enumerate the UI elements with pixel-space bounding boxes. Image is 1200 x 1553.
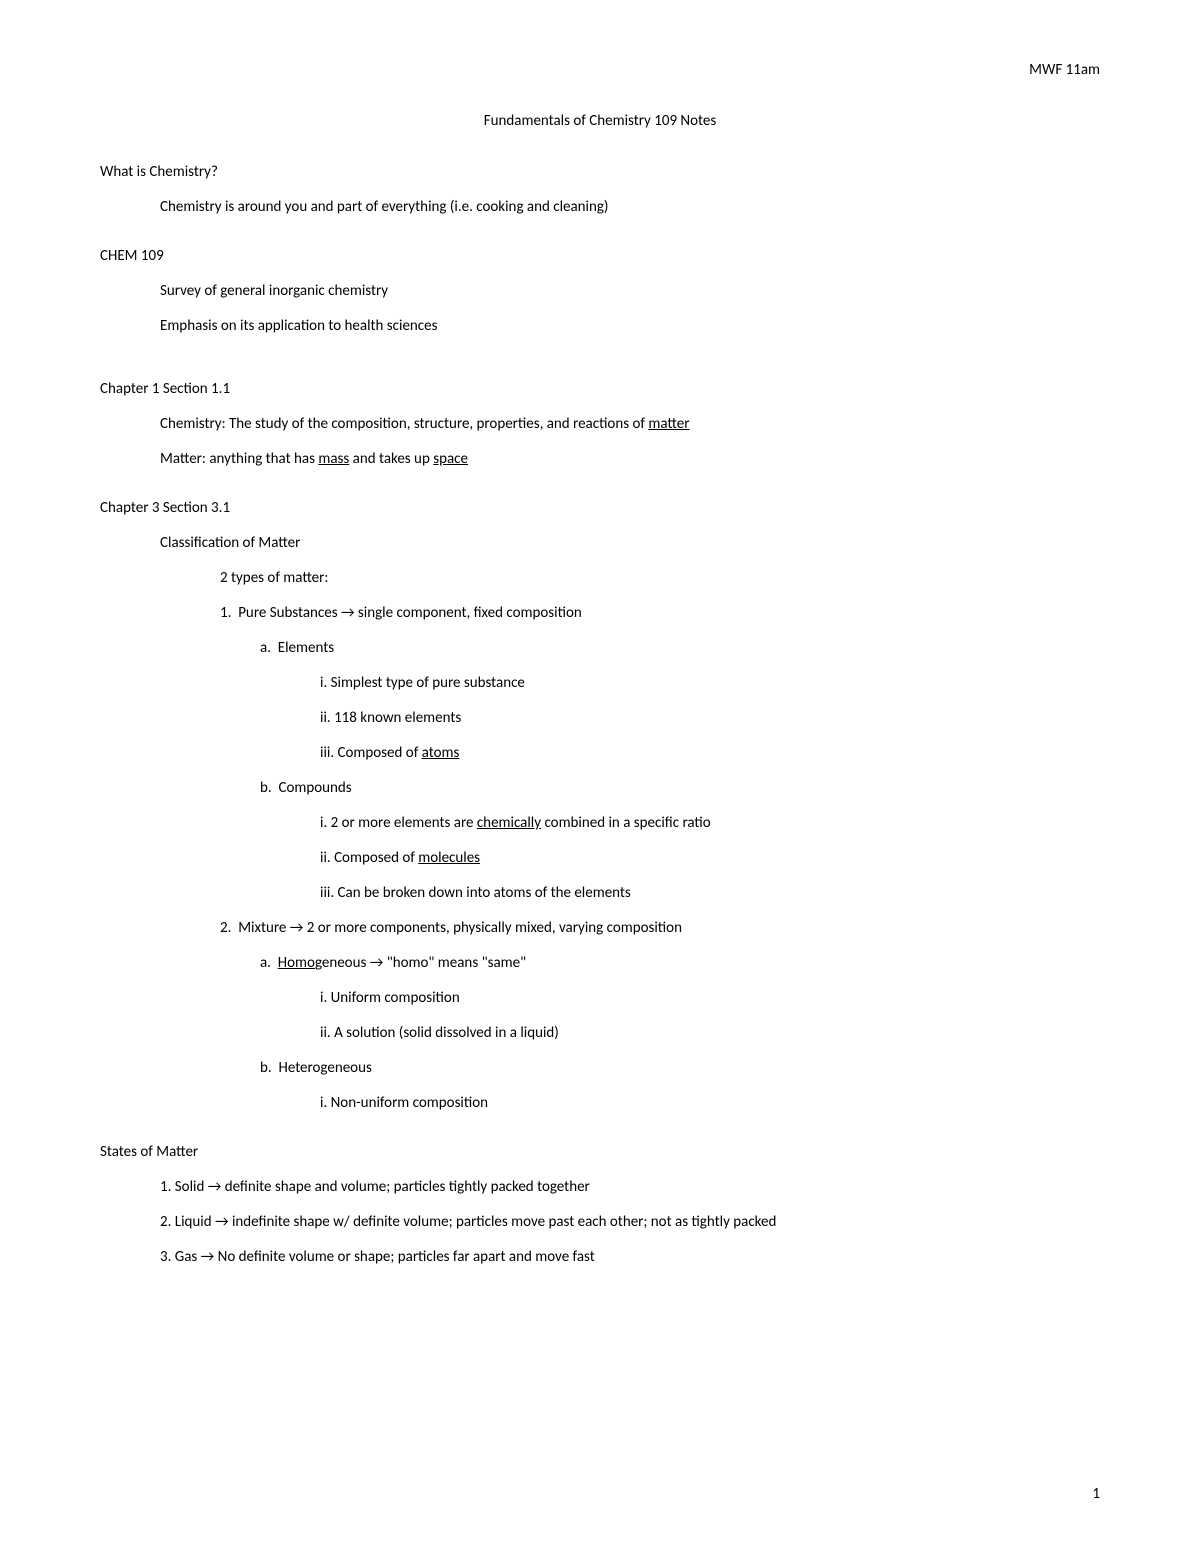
definition-matter: Matter: anything that has mass and takes… [100,449,1100,470]
list-item: i. Simplest type of pure substance [100,673,1100,694]
list-letter: a. [260,639,271,657]
list-item: ii. 118 known elements [100,708,1100,729]
list-item: b. Heterogeneous [100,1058,1100,1079]
header-schedule: MWF 11am [100,60,1100,81]
list-item: 2. Mixture → 2 or more components, physi… [100,918,1100,939]
list-item: a. Homogeneous → "homo" means "same" [100,953,1100,974]
body-text: Survey of general inorganic chemistry [100,281,1100,302]
definition-chemistry: Chemistry: The study of the composition,… [100,414,1100,435]
list-item: ii. Composed of molecules [100,848,1100,869]
page-number: 1 [1092,1485,1100,1503]
list-number: 1. [220,604,231,622]
section-heading-states: States of Matter [100,1142,1100,1163]
list-item: i. Uniform composition [100,988,1100,1009]
list-letter: b. [260,1059,272,1077]
list-item: iii. Composed of atoms [100,743,1100,764]
list-item: iii. Can be broken down into atoms of th… [100,883,1100,904]
text: Mixture → 2 or more components, physical… [238,919,682,937]
list-letter: b. [260,779,272,797]
text: iii. Composed of [320,744,422,762]
subheading-classification: Classification of Matter [100,533,1100,554]
section-heading-ch1s1: Chapter 1 Section 1.1 [100,379,1100,400]
document-page: MWF 11am Fundamentals of Chemistry 109 N… [0,0,1200,1322]
list-item: 1. Solid → definite shape and volume; pa… [100,1177,1100,1198]
list-item: i. 2 or more elements are chemically com… [100,813,1100,834]
text: Compounds [278,779,351,797]
list-item: 3. Gas → No definite volume or shape; pa… [100,1247,1100,1268]
body-text: 2 types of matter: [100,568,1100,589]
underlined-term: mass [318,450,349,468]
list-letter: a. [260,954,271,972]
text: combined in a specific ratio [541,814,711,832]
body-text: Emphasis on its application to health sc… [100,316,1100,337]
body-text: Chemistry is around you and part of ever… [100,197,1100,218]
text: and takes up [349,450,433,468]
document-title: Fundamentals of Chemistry 109 Notes [100,111,1100,132]
list-item: 1. Pure Substances → single component, f… [100,603,1100,624]
list-item: 2. Liquid → indefinite shape w/ definite… [100,1212,1100,1233]
text: geneous → "homo" means "same" [315,954,526,972]
underlined-term: space [433,450,468,468]
text: ii. Composed of [320,849,418,867]
text: Matter: anything that has [160,450,318,468]
underlined-term: Homo [278,954,315,972]
section-heading-what-is-chem: What is Chemistry? [100,162,1100,183]
list-item: b. Compounds [100,778,1100,799]
list-item: a. Elements [100,638,1100,659]
section-heading-chem109: CHEM 109 [100,246,1100,267]
text: Elements [278,639,334,657]
underlined-term: molecules [418,849,480,867]
list-item: i. Non-uniform composition [100,1093,1100,1114]
list-number: 2. [220,919,231,937]
underlined-term: chemically [477,814,541,832]
text: i. 2 or more elements are [320,814,477,832]
text: Pure Substances → single component, fixe… [238,604,582,622]
list-item: ii. A solution (solid dissolved in a liq… [100,1023,1100,1044]
underlined-term: matter [648,415,689,433]
text: Heterogeneous [278,1059,371,1077]
section-heading-ch3s1: Chapter 3 Section 3.1 [100,498,1100,519]
text: Chemistry: The study of the composition,… [160,415,648,433]
underlined-term: atoms [422,744,460,762]
